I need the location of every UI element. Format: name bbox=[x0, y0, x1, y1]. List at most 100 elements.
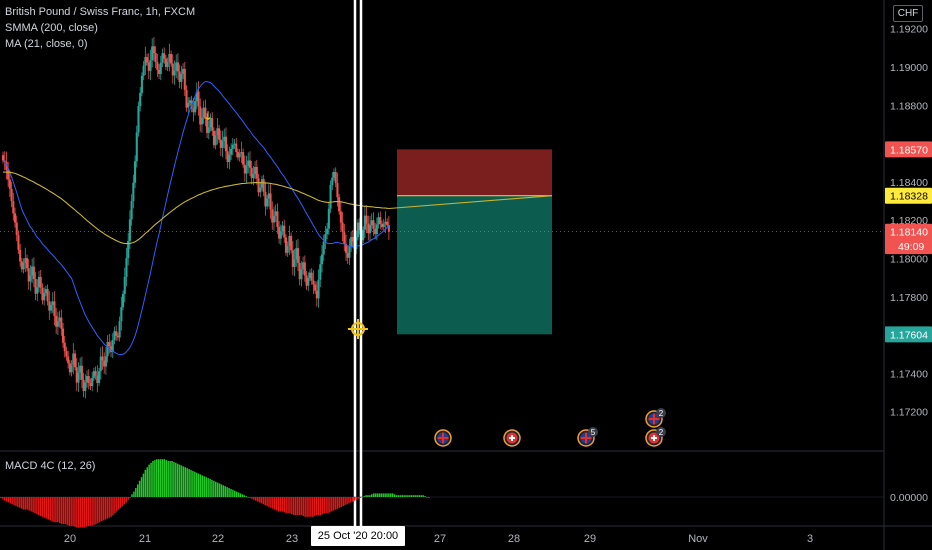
macd-bar bbox=[148, 464, 150, 497]
smma-extension bbox=[388, 195, 553, 210]
currency-badge[interactable]: CHF bbox=[893, 5, 923, 22]
macd-bar bbox=[30, 497, 32, 512]
macd-bar bbox=[83, 497, 86, 528]
candle-body bbox=[109, 346, 113, 352]
candle-body bbox=[89, 382, 92, 387]
macd-bar bbox=[376, 493, 379, 497]
candle-body bbox=[32, 266, 35, 279]
candle-body bbox=[159, 62, 162, 74]
candle-body bbox=[91, 377, 94, 387]
macd-bar bbox=[58, 497, 61, 524]
macd-bar bbox=[403, 495, 405, 497]
macd-bar bbox=[235, 491, 238, 497]
ma-legend[interactable]: MA (21, close, 0) bbox=[5, 38, 88, 50]
macd-bar bbox=[251, 497, 253, 499]
macd-bar bbox=[380, 493, 383, 497]
price-tick-label: 1.17800 bbox=[890, 292, 928, 304]
candle-body bbox=[223, 136, 226, 142]
macd-bar bbox=[199, 474, 202, 497]
candle-body bbox=[154, 53, 157, 63]
target-price-label: 1.17604 bbox=[890, 329, 928, 341]
macd-bar bbox=[241, 494, 244, 497]
candle-body bbox=[303, 262, 306, 276]
macd-bar bbox=[108, 497, 110, 518]
time-tick-label: 28 bbox=[508, 533, 520, 545]
macd-bar bbox=[195, 472, 198, 497]
macd-bar bbox=[176, 463, 179, 497]
candle-body bbox=[36, 287, 39, 294]
event-count: 2 bbox=[659, 409, 664, 418]
macd-bar bbox=[230, 488, 232, 497]
candle-body bbox=[20, 261, 23, 270]
candle-body bbox=[70, 364, 73, 373]
macd-bar bbox=[310, 497, 312, 517]
macd-bar bbox=[293, 497, 295, 515]
price-tick-label: 1.18000 bbox=[890, 254, 928, 266]
stop-price-label-bg bbox=[885, 141, 932, 158]
macd-bar bbox=[266, 497, 268, 506]
macd-bar bbox=[357, 497, 360, 499]
event-count-badge bbox=[656, 427, 666, 437]
macd-bar bbox=[39, 497, 42, 516]
current-price-label: 1.18140 bbox=[890, 227, 928, 239]
macd-bar bbox=[253, 497, 255, 500]
candle-body bbox=[123, 276, 126, 294]
candle-body bbox=[176, 62, 179, 72]
macd-bar bbox=[110, 497, 112, 517]
candle-body bbox=[37, 276, 41, 288]
macd-bar bbox=[247, 497, 249, 498]
candle-body bbox=[197, 91, 200, 107]
candle-body bbox=[127, 240, 130, 259]
macd-bar bbox=[129, 497, 131, 498]
macd-bar bbox=[359, 497, 362, 498]
uk-cross-v bbox=[442, 432, 444, 444]
macd-bar bbox=[390, 493, 392, 497]
macd-bar bbox=[384, 493, 386, 497]
macd-bar bbox=[367, 495, 369, 497]
macd-legend[interactable]: MACD 4C (12, 26) bbox=[5, 460, 96, 472]
symbol-title[interactable]: British Pound / Swiss Franc, 1h, FXCM bbox=[5, 6, 196, 18]
countdown-price-label: 49:09 bbox=[898, 241, 924, 253]
macd-bar bbox=[78, 497, 80, 528]
macd-bar bbox=[249, 497, 251, 498]
macd-bar bbox=[313, 497, 316, 516]
price-tick-label: 1.18800 bbox=[890, 100, 928, 112]
candle-body bbox=[116, 335, 119, 338]
candle-body bbox=[300, 269, 303, 280]
macd-bar bbox=[374, 493, 377, 497]
candle-body bbox=[368, 225, 372, 234]
macd-bar bbox=[279, 497, 282, 512]
macd-bar bbox=[410, 495, 413, 497]
candle-body bbox=[377, 217, 380, 225]
candle-body bbox=[250, 167, 253, 179]
candle-body bbox=[139, 92, 142, 107]
macd-bar bbox=[228, 488, 230, 497]
candle-body bbox=[92, 371, 95, 378]
candle-body bbox=[111, 340, 114, 352]
macd-bar bbox=[321, 497, 324, 515]
macd-bar bbox=[60, 497, 63, 524]
candle-body bbox=[356, 222, 360, 238]
macd-bar bbox=[291, 497, 293, 515]
macd-bar bbox=[258, 497, 261, 503]
candle-body bbox=[84, 382, 87, 392]
candle-body bbox=[72, 353, 75, 365]
candle-body bbox=[324, 234, 327, 242]
macd-bar bbox=[57, 497, 59, 523]
macd-bar bbox=[348, 497, 350, 504]
candle-body bbox=[209, 117, 212, 128]
candle-body bbox=[44, 289, 47, 294]
macd-bar bbox=[47, 497, 50, 520]
macd-bar bbox=[338, 497, 341, 508]
price-tick-label: 1.19200 bbox=[890, 24, 928, 36]
macd-bar bbox=[378, 493, 381, 497]
candle-body bbox=[379, 217, 382, 225]
candle-body bbox=[7, 170, 10, 180]
macd-bar bbox=[401, 495, 403, 497]
candle-body bbox=[387, 225, 390, 232]
smma-legend[interactable]: SMMA (200, close) bbox=[5, 22, 98, 34]
macd-bar bbox=[329, 497, 331, 513]
macd-bar bbox=[220, 484, 223, 497]
macd-bar bbox=[215, 481, 217, 497]
